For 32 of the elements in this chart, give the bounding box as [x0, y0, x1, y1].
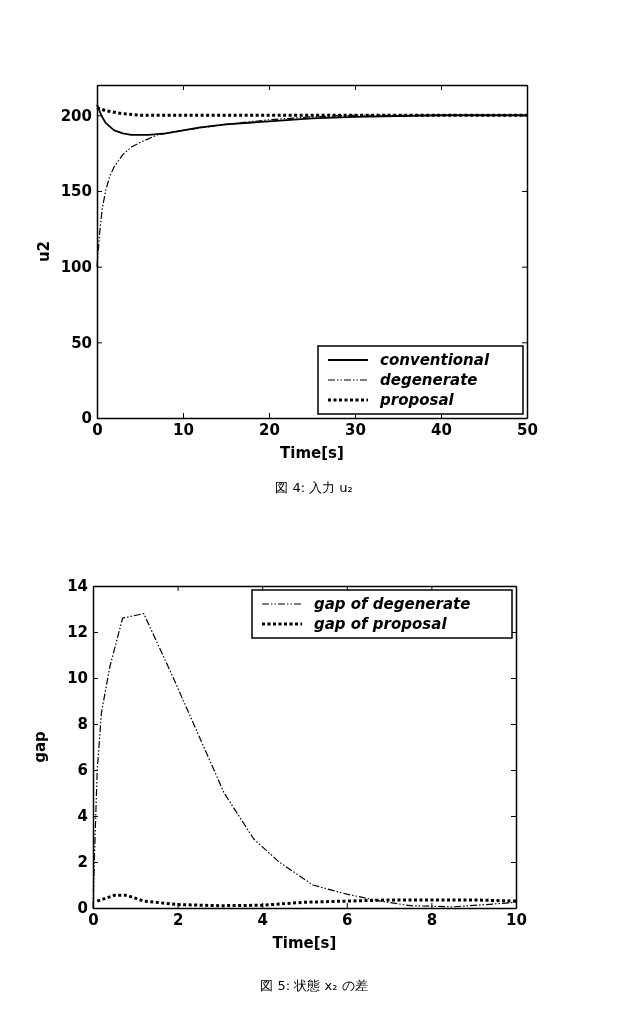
x-axis-title: Time[s] — [272, 934, 337, 952]
x-tick-label: 20 — [259, 420, 280, 439]
legend-label: degenerate — [380, 371, 478, 389]
y-tick-label: 12 — [67, 623, 88, 642]
x-tick-label: 50 — [517, 420, 538, 439]
x-tick-label: 10 — [506, 910, 527, 929]
y-tick-label: 14 — [67, 577, 88, 596]
y-tick-label: 100 — [60, 257, 92, 276]
y-tick-label: 4 — [77, 807, 88, 826]
legend-label: gap of degenerate — [314, 595, 471, 613]
caption: 図 5: 状態 x₂ の差 — [260, 978, 368, 993]
x-tick-label: 30 — [345, 420, 366, 439]
y-tick-label: 6 — [77, 761, 88, 780]
y-tick-label: 8 — [77, 715, 88, 734]
x-tick-label: 2 — [172, 910, 184, 929]
x-tick-label: 8 — [426, 910, 438, 929]
y-tick-label: 50 — [71, 333, 92, 352]
legend-label: gap of proposal — [314, 615, 448, 633]
x-axis-title: Time[s] — [280, 444, 344, 462]
y-tick-label: 2 — [77, 853, 88, 872]
caption: 図 4: 入力 u₂ — [275, 480, 353, 495]
x-tick-label: 6 — [342, 910, 353, 929]
legend-label: proposal — [379, 391, 455, 409]
legend-label: conventional — [380, 351, 490, 369]
x-tick-label: 4 — [257, 910, 268, 929]
x-tick-label: 10 — [173, 420, 194, 439]
y-tick-label: 10 — [67, 669, 88, 688]
y-tick-label: 200 — [60, 106, 92, 125]
y-axis-title: u2 — [35, 240, 53, 263]
y-tick-label: 150 — [60, 182, 92, 201]
y-axis-title: gap — [31, 730, 49, 763]
x-tick-label: 40 — [431, 420, 452, 439]
